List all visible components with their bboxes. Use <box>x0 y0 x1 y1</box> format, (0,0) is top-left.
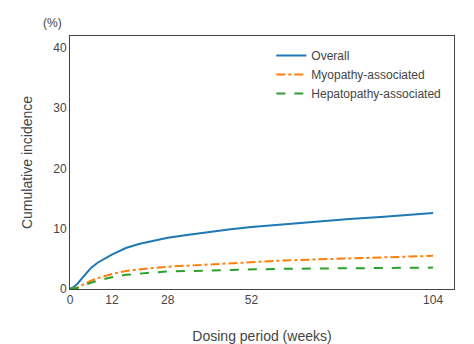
svg-text:0: 0 <box>67 293 74 307</box>
svg-text:(%): (%) <box>43 16 62 30</box>
svg-text:12: 12 <box>105 293 119 307</box>
svg-text:Hepatopathy-associated: Hepatopathy-associated <box>311 87 440 101</box>
svg-text:Overall: Overall <box>311 49 349 63</box>
svg-text:Dosing period (weeks): Dosing period (weeks) <box>192 328 331 344</box>
svg-text:52: 52 <box>245 293 259 307</box>
svg-text:104: 104 <box>423 293 443 307</box>
svg-text:20: 20 <box>53 162 67 176</box>
svg-text:Cumulative incidence: Cumulative incidence <box>19 96 35 229</box>
svg-text:10: 10 <box>53 222 67 236</box>
svg-text:Myopathy-associated: Myopathy-associated <box>311 68 424 82</box>
svg-text:28: 28 <box>161 293 175 307</box>
svg-text:0: 0 <box>60 282 67 296</box>
svg-text:40: 40 <box>53 41 67 55</box>
svg-text:30: 30 <box>53 101 67 115</box>
